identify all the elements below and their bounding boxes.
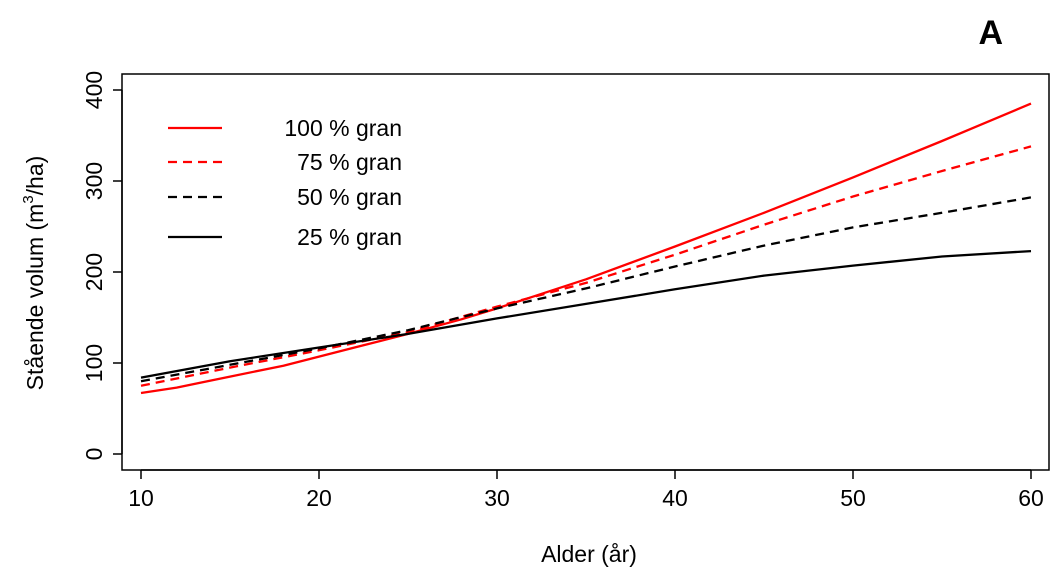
y-axis-title-main: Stående volum (m: [22, 204, 48, 391]
y-axis-title-unit: /ha): [22, 156, 48, 196]
legend-label: 75 % gran: [297, 149, 402, 175]
x-axis: 10 20 30 40 50 60: [128, 469, 1044, 511]
legend-label: 25 % gran: [297, 224, 402, 250]
x-axis-title: Alder (år): [541, 541, 637, 567]
legend-label: 100 % gran: [284, 115, 402, 141]
y-axis: 0 100 200 300 400: [81, 71, 123, 461]
x-tick-label: 60: [1018, 485, 1044, 511]
y-tick-label: 200: [81, 253, 107, 291]
legend-label: 50 % gran: [297, 184, 402, 210]
y-axis-title: Stående volum (m3/ha): [20, 156, 48, 391]
series-layer: [140, 102, 1032, 395]
x-tick-label: 10: [128, 485, 154, 511]
legend: 100 % gran 75 % gran 50 % gran 25 % gran: [168, 115, 402, 250]
panel-label: A: [978, 14, 1003, 52]
y-tick-label: 400: [81, 71, 107, 109]
series-line: [140, 249, 1032, 379]
y-axis-title-superscript: 3: [20, 195, 37, 203]
x-tick-label: 50: [840, 485, 866, 511]
y-tick-label: 300: [81, 162, 107, 200]
y-tick-label: 100: [81, 344, 107, 382]
series-line: [140, 196, 1032, 383]
x-tick-label: 30: [484, 485, 510, 511]
plot-frame: [121, 73, 1050, 471]
x-tick-label: 20: [306, 485, 332, 511]
y-tick-label: 0: [81, 448, 107, 461]
series-line: [140, 145, 1032, 387]
series-line: [140, 102, 1032, 395]
x-tick-label: 40: [662, 485, 688, 511]
